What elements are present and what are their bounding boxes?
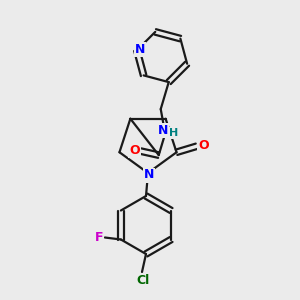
Text: N: N xyxy=(144,169,154,182)
Text: O: O xyxy=(129,144,140,157)
Text: H: H xyxy=(169,128,178,138)
Text: Cl: Cl xyxy=(136,274,150,286)
Text: O: O xyxy=(198,139,209,152)
Text: N: N xyxy=(158,124,168,136)
Text: F: F xyxy=(94,231,103,244)
Text: N: N xyxy=(135,43,145,56)
